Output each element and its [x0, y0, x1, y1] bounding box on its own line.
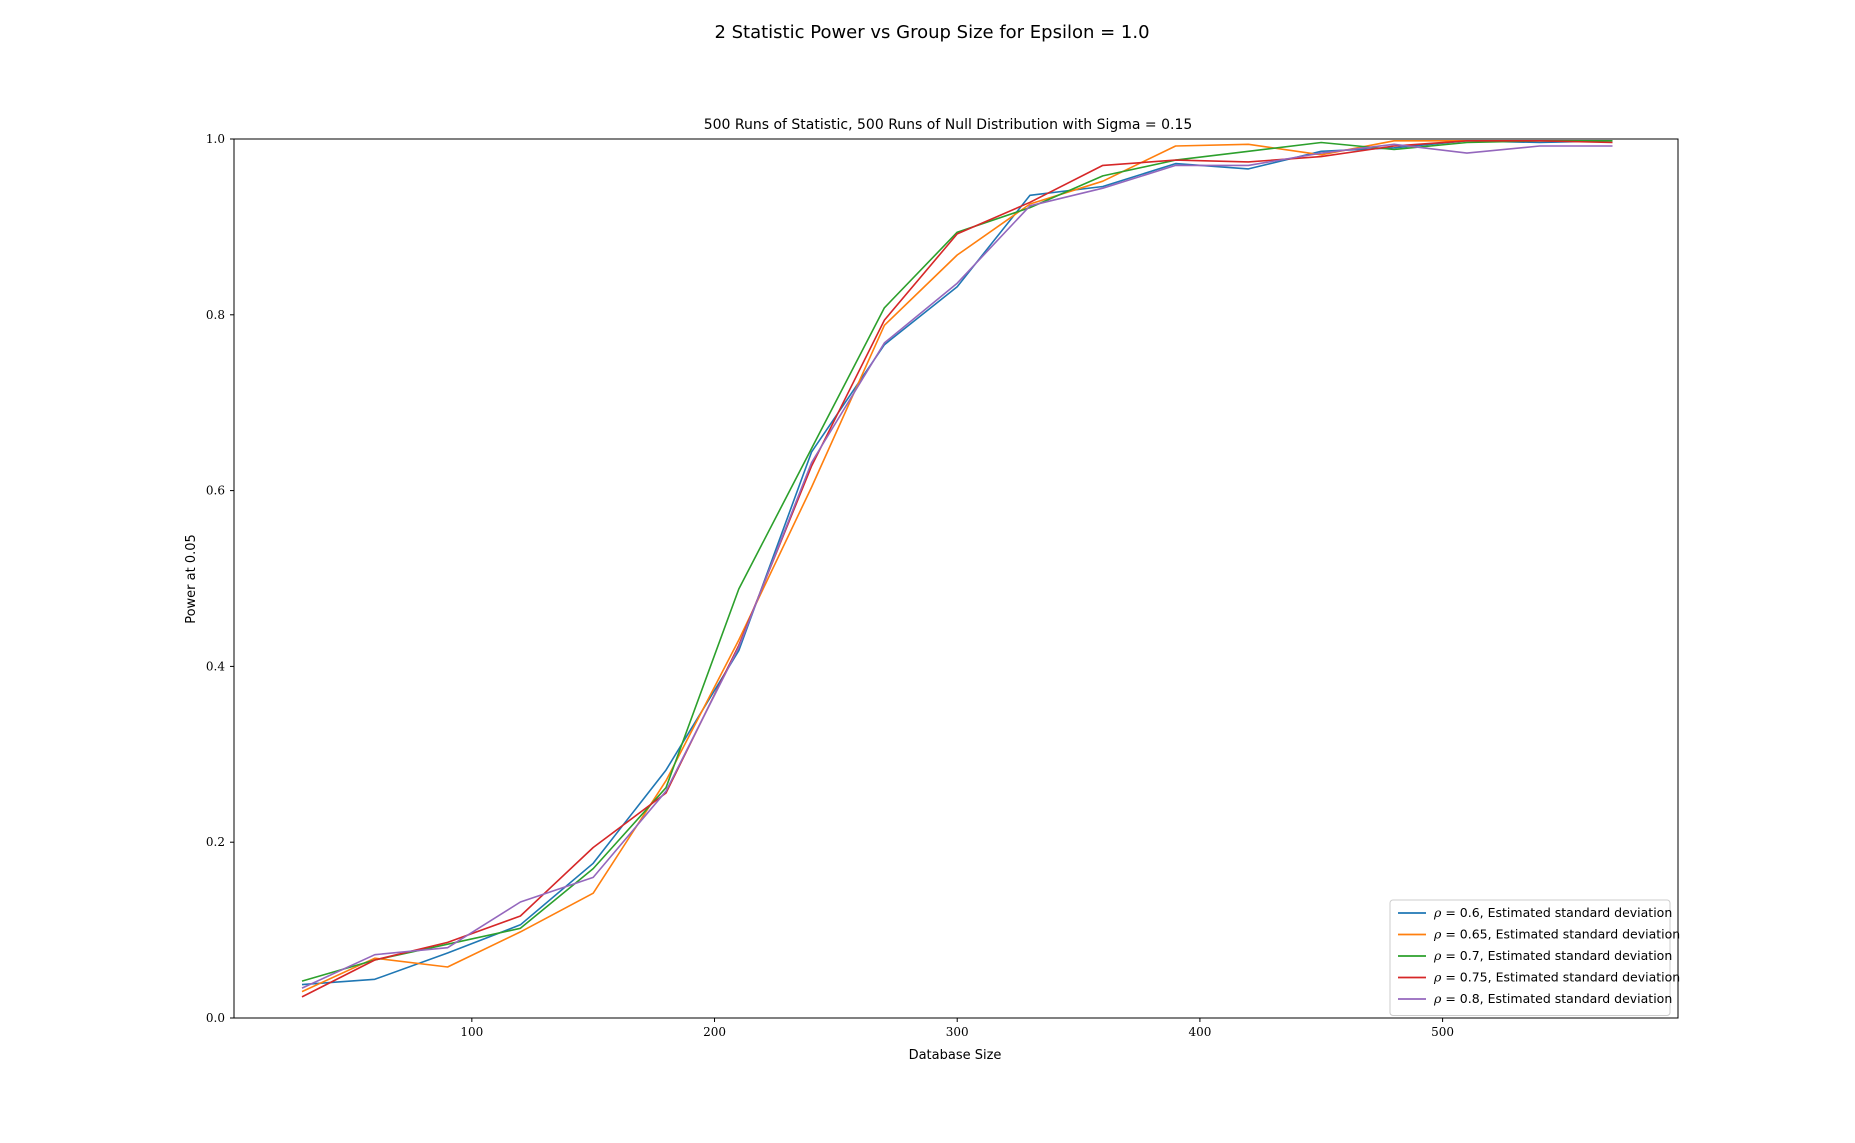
series-line-rho-0-6	[301, 140, 1613, 986]
x-tick-label: 100	[460, 1025, 483, 1039]
figure-suptitle: 2 Statistic Power vs Group Size for Epsi…	[714, 22, 1149, 43]
legend-entry-label: ρ = 0.65, Estimated standard deviation	[1433, 927, 1680, 942]
legend-entry-label: ρ = 0.8, Estimated standard deviation	[1433, 991, 1672, 1006]
series-line-rho-0-75	[301, 140, 1613, 998]
axes-title: 500 Runs of Statistic, 500 Runs of Null …	[704, 117, 1193, 133]
x-tick-label: 500	[1431, 1025, 1454, 1039]
y-tick-label: 1.0	[206, 132, 225, 146]
axes-ticks: 100 200 300 400 500 0.0 0.2 0.4 0.6 0.8 1.0	[206, 132, 1454, 1039]
series-line-rho-0-65	[301, 140, 1613, 993]
series-lines	[301, 140, 1613, 998]
legend-entry-label: ρ = 0.6, Estimated standard deviation	[1433, 905, 1672, 920]
legend-box	[1389, 899, 1671, 1016]
legend-entry-label: ρ = 0.75, Estimated standard deviation	[1433, 970, 1680, 985]
x-tick-label: 400	[1188, 1025, 1211, 1039]
x-axis-label: Database Size	[909, 1048, 1002, 1063]
legend: ρ = 0.6, Estimated standard deviation ρ =…	[1389, 899, 1680, 1016]
y-tick-label: 0.6	[206, 484, 225, 498]
x-tick-label: 300	[946, 1025, 969, 1039]
legend-entry-label: ρ = 0.7, Estimated standard deviation	[1433, 948, 1672, 963]
y-tick-label: 0.2	[206, 835, 225, 849]
y-tick-label: 0.8	[206, 308, 225, 322]
y-tick-label: 0.0	[206, 1011, 225, 1025]
series-line-rho-0-8	[301, 143, 1613, 989]
series-line-rho-0-7	[301, 140, 1613, 982]
axes-frame	[233, 138, 1679, 1019]
y-tick-label: 0.4	[206, 659, 225, 673]
y-axis-label: Power at 0.05	[184, 534, 199, 624]
x-tick-label: 200	[703, 1025, 726, 1039]
